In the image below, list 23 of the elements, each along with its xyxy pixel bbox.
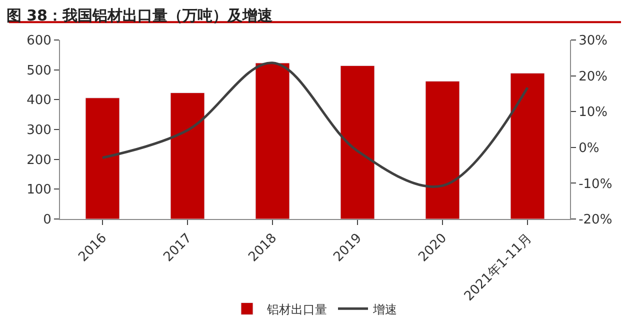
bar [340,65,375,219]
bar [255,62,290,219]
y2-tick-label: 0% [578,140,600,156]
y2-tick-label: 30% [578,34,608,49]
y-tick-label: 400 [26,93,52,108]
y2-tick-label: -10% [578,176,612,192]
chart-title: 图 38：我国铝材出口量（万吨）及增速 [6,6,274,25]
y-tick-label: 500 [26,63,52,78]
y-tick-label: 300 [26,123,52,138]
bar [425,80,460,219]
y-tick-label: 100 [26,182,52,198]
bar [85,98,120,219]
y-tick-label: 200 [26,152,52,168]
line-series [101,62,529,188]
y-tick-label: 0 [43,212,52,228]
y2-tick-label: -20% [578,212,612,228]
bar [170,92,205,219]
y2-tick-label: 10% [578,105,608,120]
legend-label: 铝材出口量 [266,302,327,316]
legend-label: 增速 [372,302,397,316]
bar [510,72,545,219]
y2-tick-label: 20% [578,69,608,84]
y-tick-label: 600 [26,34,52,49]
